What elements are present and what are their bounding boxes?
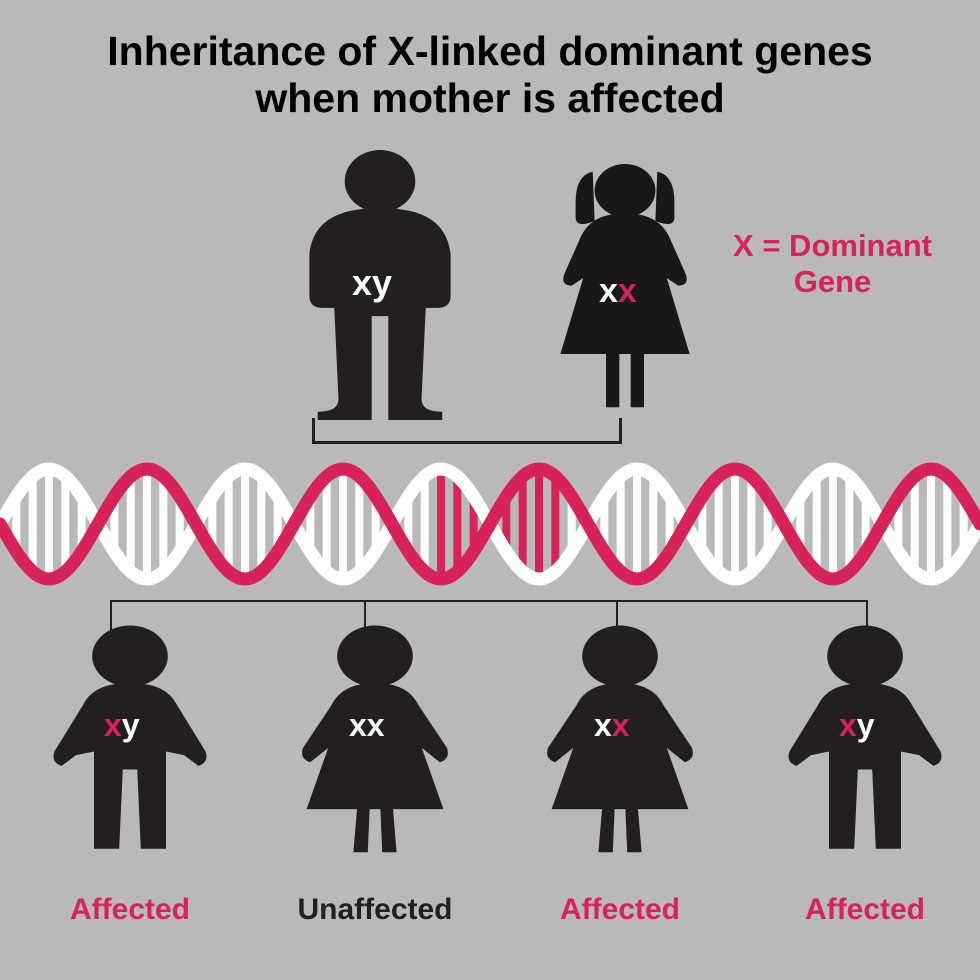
page-title: Inheritance of X-linked dominant genes w… bbox=[0, 28, 980, 122]
child-status: Unaffected bbox=[275, 893, 475, 927]
child-figure: xy bbox=[775, 625, 955, 865]
title-line2: when mother is affected bbox=[255, 75, 724, 121]
child-figure: xx bbox=[285, 625, 465, 865]
child-status: Affected bbox=[520, 893, 720, 927]
father-figure: xy bbox=[275, 150, 485, 425]
mother-figure: xx bbox=[530, 160, 720, 420]
parents-bracket bbox=[312, 418, 622, 444]
child-figure: xy bbox=[40, 625, 220, 865]
child-status: Affected bbox=[30, 893, 230, 927]
dna-helix bbox=[0, 449, 980, 599]
children-row: xyAffected xxUnaffected xxAffected xyAff… bbox=[0, 625, 980, 885]
title-line1: Inheritance of X-linked dominant genes bbox=[107, 28, 872, 74]
child-status: Affected bbox=[765, 893, 965, 927]
child-figure: xx bbox=[530, 625, 710, 865]
parents-row: xy xx bbox=[0, 150, 980, 420]
